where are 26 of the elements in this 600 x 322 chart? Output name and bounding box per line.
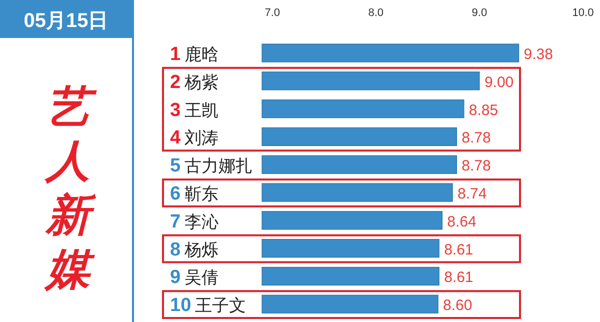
data-label: 8.64: [447, 213, 476, 230]
y-tick-label: 7 李沁: [170, 211, 219, 232]
y-tick-label: 1 鹿晗: [170, 44, 219, 65]
x-tick-label: 8.0: [368, 7, 384, 19]
data-label: 8.78: [462, 158, 491, 175]
y-tick-label: 3 王凯: [170, 100, 219, 121]
data-label: 8.78: [462, 130, 491, 147]
y-tick-label: 4 刘涛: [170, 128, 219, 149]
data-label: 8.60: [443, 297, 472, 314]
data-label: 8.61: [444, 241, 474, 258]
data-label: 9.38: [524, 46, 554, 63]
y-tick-label: 10 王子文: [170, 295, 246, 316]
y-tick-label: 9 吴倩: [170, 267, 219, 288]
data-label: 8.74: [458, 186, 487, 202]
data-label: 9.00: [484, 74, 514, 91]
y-tick-label: 2 杨紫: [170, 72, 219, 93]
text: 艺人新媒: [43, 83, 97, 294]
text: 05月15日: [24, 10, 108, 32]
x-tick-label: 9.0: [472, 7, 488, 19]
x-tick-label: 7.0: [264, 7, 280, 19]
data-label: 8.85: [468, 102, 498, 119]
data-label: 8.61: [444, 269, 474, 286]
y-tick-label: 5 古力娜扎: [170, 156, 253, 177]
y-tick-label: 8 杨烁: [170, 239, 219, 260]
x-tick-label: 10.0: [572, 7, 594, 19]
y-tick-label: 6 靳东: [170, 184, 219, 204]
